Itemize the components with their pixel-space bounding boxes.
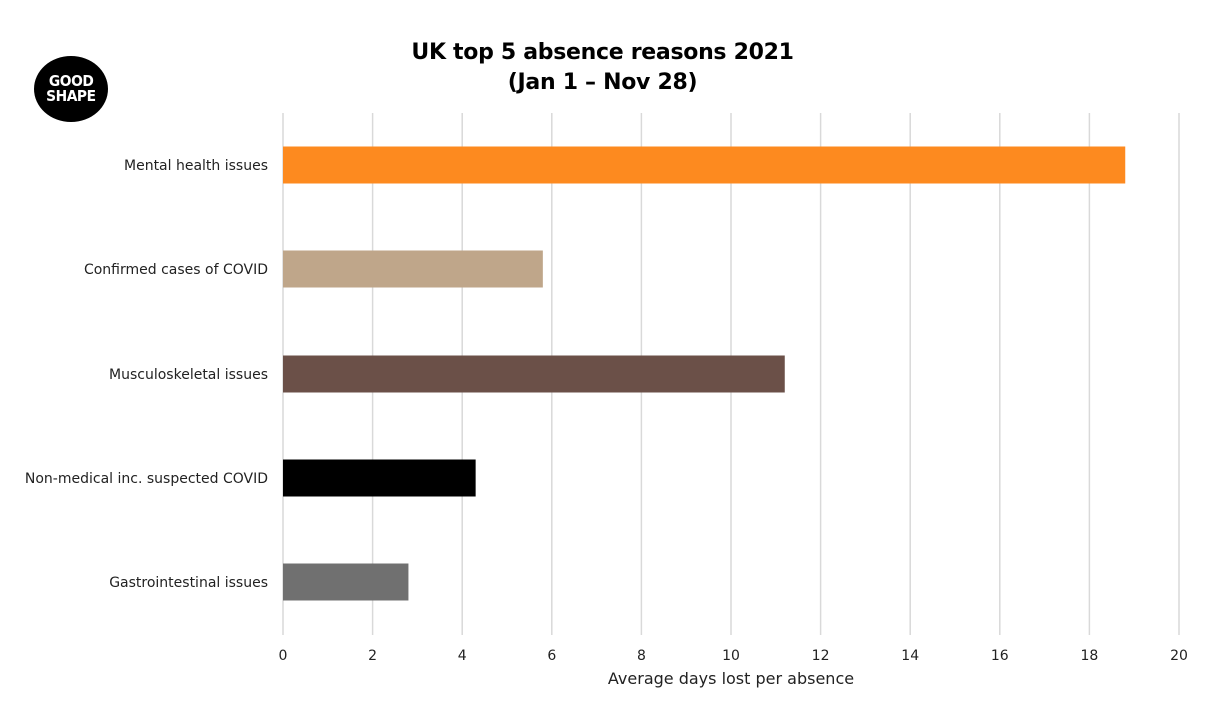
x-tick-label-8: 16 [991,648,1009,664]
x-tick-label-10: 20 [1170,648,1188,664]
bar-4 [283,563,409,601]
bar-2 [283,355,785,393]
x-tick-label-4: 8 [637,648,646,664]
x-tick-label-9: 18 [1080,648,1098,664]
x-tick-label-1: 2 [368,648,377,664]
category-label-2: Musculoskeletal issues [109,367,268,383]
x-tick-label-7: 14 [901,648,919,664]
x-tick-label-0: 0 [279,648,288,664]
chart-subtitle: (Jan 1 – Nov 28) [507,70,698,95]
x-tick-label-2: 4 [458,648,467,664]
category-label-0: Mental health issues [124,158,268,174]
logo-line-1: GOOD [48,72,94,90]
chart-title-block: UK top 5 absence reasons 2021 (Jan 1 – N… [330,38,875,98]
bar-0 [283,146,1126,184]
x-tick-label-3: 6 [547,648,556,664]
chart-title: UK top 5 absence reasons 2021 [411,40,794,65]
good-shape-logo: GOOD SHAPE [34,56,108,122]
x-tick-label-5: 10 [722,648,740,664]
x-axis-title: Average days lost per absence [608,669,854,688]
bar-3 [283,459,476,497]
category-label-1: Confirmed cases of COVID [84,262,268,278]
x-tick-label-6: 12 [812,648,830,664]
category-label-4: Gastrointestinal issues [109,575,268,591]
logo-line-2: SHAPE [46,87,96,105]
bar-1 [283,250,543,288]
category-label-3: Non-medical inc. suspected COVID [25,471,268,487]
